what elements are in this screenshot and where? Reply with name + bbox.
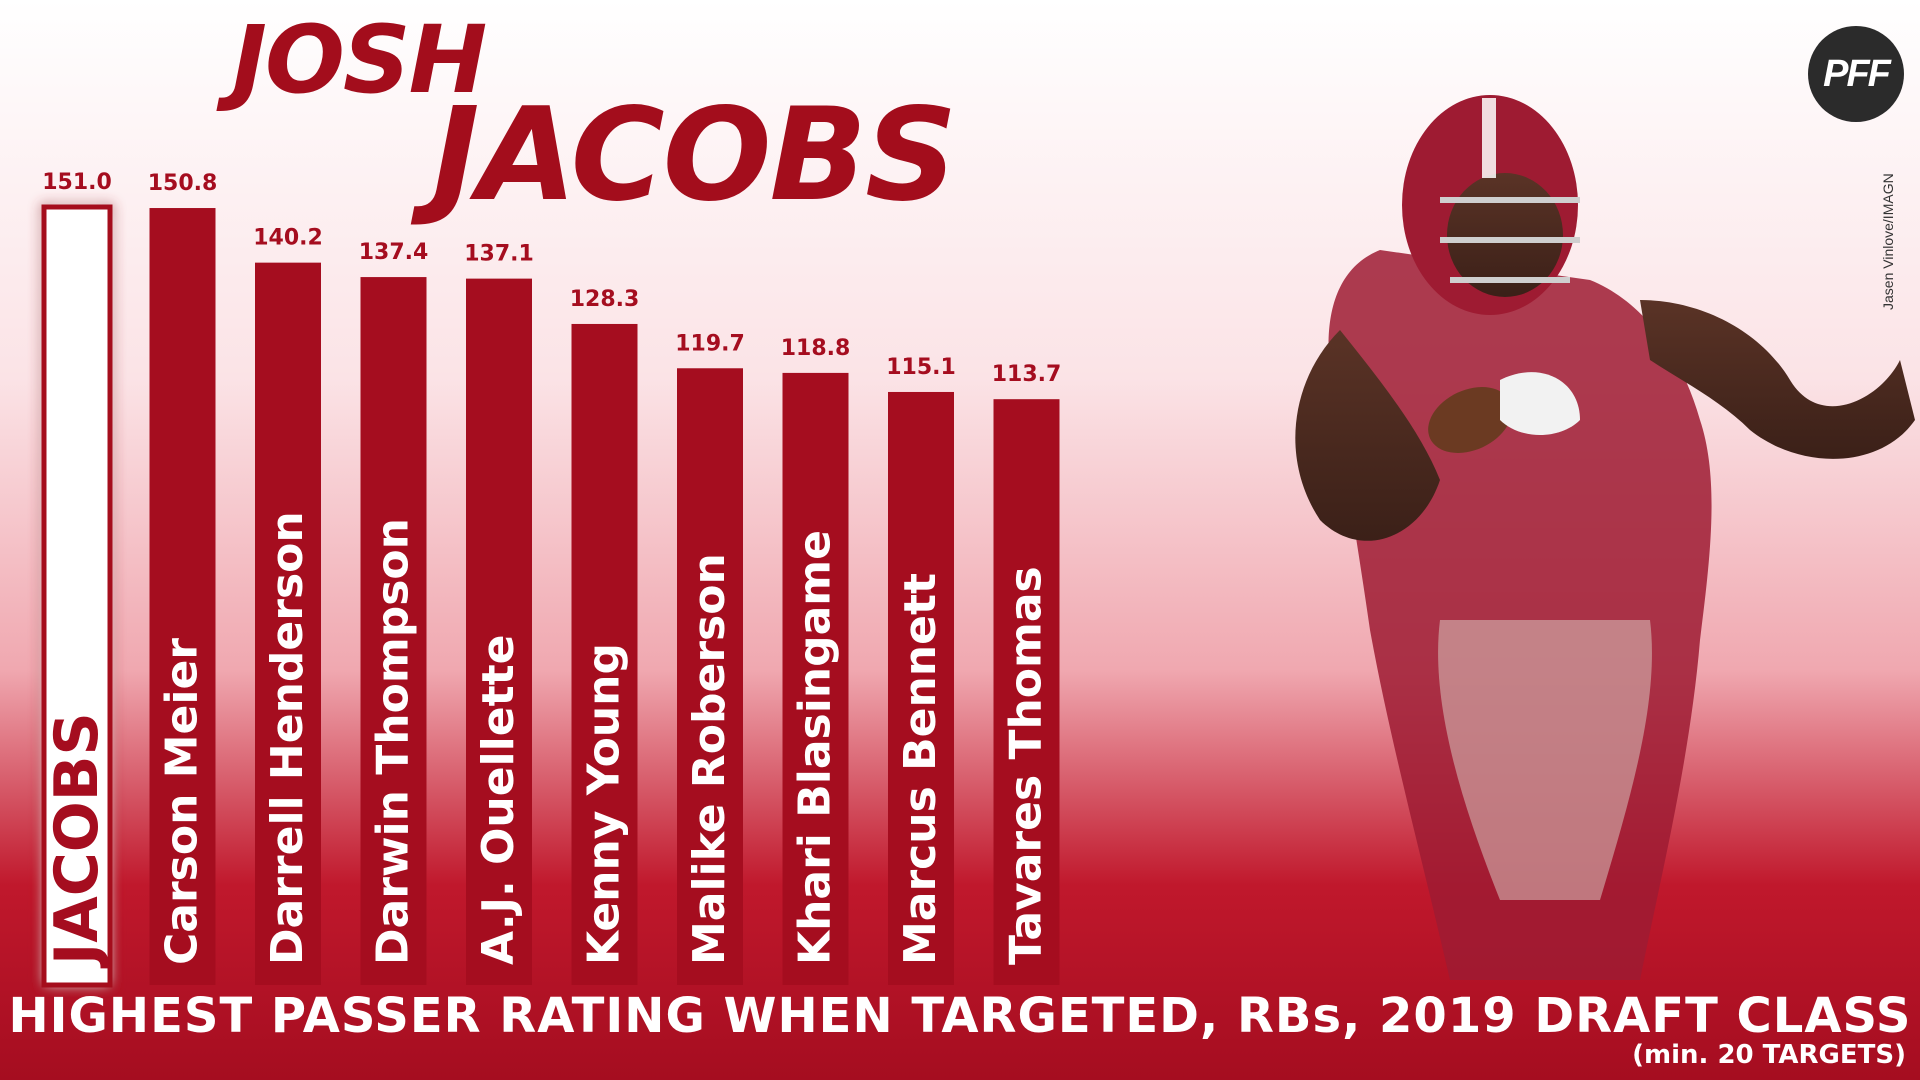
value-label-7: 118.8 [781, 336, 851, 361]
value-label-2: 140.2 [253, 226, 323, 251]
value-label-4: 137.1 [464, 242, 534, 267]
bar-3 [360, 277, 427, 985]
value-label-9: 113.7 [992, 362, 1062, 387]
value-label-1: 150.8 [148, 171, 218, 196]
title-first-name: JOSH [232, 6, 487, 115]
bar-2 [255, 262, 321, 985]
value-label-0: 151.0 [42, 170, 112, 195]
value-label-5: 128.3 [570, 287, 640, 312]
pff-logo: PFF [1808, 26, 1904, 122]
category-label-2: Darrell Henderson [262, 511, 313, 965]
bar-8 [888, 391, 954, 985]
bar-5 [571, 323, 638, 985]
category-label-3: Darwin Thompson [368, 518, 419, 965]
category-label-9: Tavares Thomas [1001, 566, 1052, 965]
category-label-6: Malike Roberson [684, 553, 735, 965]
value-label-8: 115.1 [886, 355, 956, 380]
category-label-0: JACOBS [42, 712, 112, 969]
category-label-7: Khari Blasingame [790, 530, 841, 965]
bar-0 [41, 204, 113, 988]
photo-credit: Jasen Vinlove/IMAGN [1880, 173, 1896, 310]
bars-group: 151.0 JACOBS 150.8 Carson Meier 140.2 Darrell… [41, 170, 1062, 988]
value-label-3: 137.4 [359, 240, 429, 265]
category-label-5: Kenny Young [579, 643, 630, 965]
bar-6 [677, 368, 743, 985]
bar-9 [993, 399, 1060, 985]
category-label-8: Marcus Bennett [895, 573, 946, 965]
bar-7 [782, 372, 849, 985]
title-last-name: JACOBS [432, 81, 957, 230]
value-label-6: 119.7 [675, 331, 745, 356]
bar-1 [149, 208, 216, 985]
category-label-4: A.J. Ouellette [473, 635, 524, 965]
chart-footnote: (min. 20 TARGETS) [1632, 1040, 1906, 1070]
category-label-1: Carson Meier [157, 638, 208, 965]
bar-4 [466, 278, 532, 986]
player-photo [1295, 95, 1915, 980]
chart-footer-title: HIGHEST PASSER RATING WHEN TARGETED, RBs… [8, 988, 1912, 1044]
